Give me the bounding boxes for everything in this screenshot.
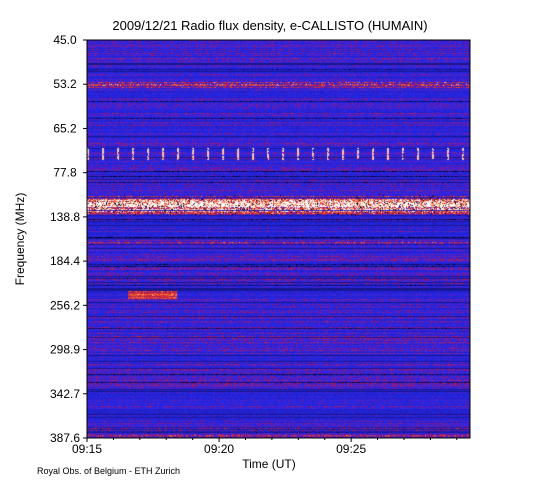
y-tick-label: 65.2 (53, 121, 77, 135)
y-tick-label: 298.9 (50, 343, 80, 357)
y-tick-label: 138.8 (50, 210, 80, 224)
y-tick-label: 77.8 (53, 166, 77, 180)
y-tick-label: 53.2 (53, 77, 77, 91)
chart-title: 2009/12/21 Radio flux density, e-CALLIST… (112, 18, 427, 33)
x-tick-label: 09:15 (72, 442, 102, 456)
x-tick-label: 09:25 (336, 442, 366, 456)
x-axis-label: Time (UT) (242, 457, 296, 471)
y-tick-label: 387.6 (50, 431, 80, 445)
y-tick-label: 342.7 (50, 387, 80, 401)
credit-text: Royal Obs. of Belgium - ETH Zurich (37, 466, 180, 476)
plot-area (87, 40, 470, 438)
y-axis-label: Frequency (MHz) (13, 193, 27, 286)
y-tick-label: 184.4 (50, 254, 80, 268)
spectrogram-raster (87, 40, 470, 438)
y-tick-label: 45.0 (53, 33, 77, 47)
x-axis: 09:15 09:20 09:25 (72, 438, 458, 456)
plot-frame (86, 39, 471, 439)
y-axis: 45.0 53.2 65.2 77.8 138.8 184.4 256.2 298.9 342.… (50, 33, 87, 445)
x-tick-label: 09:20 (204, 442, 234, 456)
y-tick-label: 256.2 (50, 298, 80, 312)
